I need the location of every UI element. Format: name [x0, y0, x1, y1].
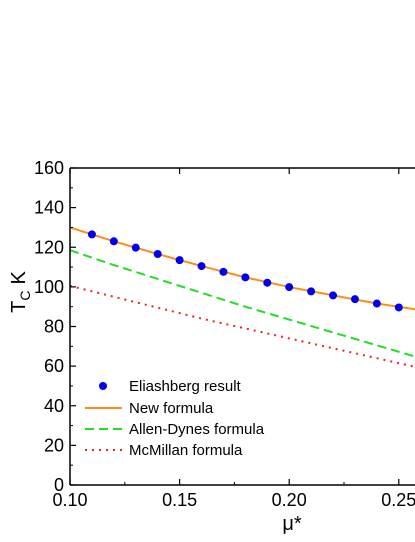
- svg-text:TCK: TCK: [8, 271, 33, 313]
- data-point-eliashberg-result-4: [175, 256, 184, 265]
- legend: Eliashberg result New formula Allen-Dyne…: [85, 378, 265, 459]
- x-tick-label-0.1: 0.10: [52, 490, 87, 510]
- data-point-eliashberg-result-1: [109, 237, 118, 246]
- y-tick-label-100: 100: [34, 277, 64, 297]
- legend-label-allen-dynes: Allen-Dynes formula: [129, 421, 265, 438]
- data-point-eliashberg-result-0: [87, 230, 96, 239]
- data-point-eliashberg-result-13: [372, 299, 381, 308]
- y-axis-title-unit: K: [8, 271, 30, 285]
- data-point-eliashberg-result-10: [307, 287, 316, 296]
- legend-label-eliashberg: Eliashberg result: [129, 378, 242, 395]
- legend-marker-eliashberg: [99, 382, 107, 390]
- data-point-eliashberg-result-7: [241, 273, 250, 282]
- y-tick-label-80: 80: [44, 317, 64, 337]
- y-tick-label-160: 160: [34, 158, 64, 178]
- y-tick-label-60: 60: [44, 356, 64, 376]
- y-axis-title-subscript: C: [17, 291, 33, 301]
- y-axis-title-main: T: [8, 301, 30, 313]
- series-line-allen-dynes-formula: [70, 249, 415, 358]
- series-layer: [70, 226, 415, 368]
- data-point-eliashberg-result-11: [329, 291, 338, 300]
- x-axis-title: μ*: [282, 513, 302, 535]
- data-point-eliashberg-result-3: [153, 249, 162, 258]
- data-point-eliashberg-result-9: [285, 283, 294, 292]
- data-point-eliashberg-result-5: [197, 262, 206, 271]
- legend-label-new-formula: New formula: [129, 400, 214, 417]
- y-tick-label-140: 140: [34, 198, 64, 218]
- data-point-eliashberg-result-2: [131, 243, 140, 252]
- tick-layer: 0 20 40 60 80 100 120 140 160 0.10 0.15 0.20 0.25: [34, 158, 415, 510]
- y-tick-label-120: 120: [34, 237, 64, 257]
- series-line-mcmillan-formula: [70, 284, 415, 368]
- data-point-eliashberg-result-14: [394, 303, 403, 312]
- y-tick-label-0: 0: [54, 475, 64, 495]
- series-line-new-formula: [70, 226, 415, 311]
- data-point-eliashberg-result-8: [263, 278, 272, 287]
- x-tick-label-0.2: 0.20: [272, 490, 307, 510]
- x-tick-label-0.15: 0.15: [162, 490, 197, 510]
- y-axis-title: TCK: [8, 271, 33, 313]
- y-tick-label-20: 20: [44, 435, 64, 455]
- data-point-eliashberg-result-6: [219, 267, 228, 276]
- y-tick-label-40: 40: [44, 396, 64, 416]
- x-tick-label-0.25: 0.25: [381, 490, 415, 510]
- data-point-eliashberg-result-12: [350, 295, 359, 304]
- legend-label-mcmillan: McMillan formula: [129, 442, 243, 459]
